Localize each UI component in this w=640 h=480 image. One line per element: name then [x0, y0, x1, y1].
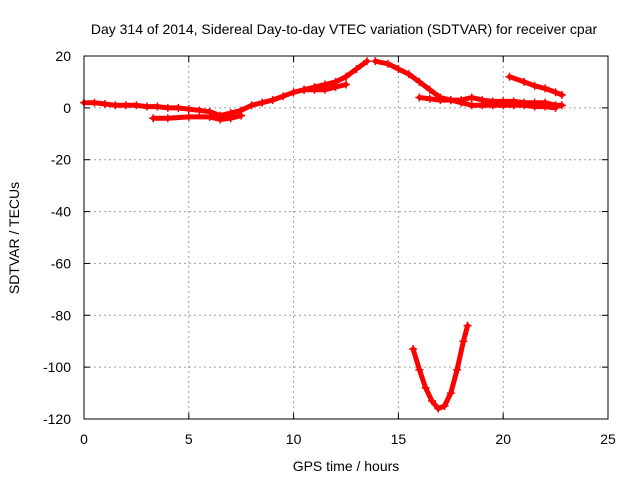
data-point [195, 106, 204, 115]
x-tick-label: 10 [286, 431, 302, 447]
data-point [100, 99, 109, 108]
data-point [488, 101, 497, 110]
data-point [153, 102, 162, 111]
data-point [371, 57, 380, 66]
data-point [551, 88, 560, 97]
data-point [499, 101, 508, 110]
data-point [530, 81, 539, 90]
data-point [446, 389, 455, 398]
y-tick-label: -80 [51, 307, 71, 323]
data-point [421, 383, 430, 392]
data-point [205, 112, 214, 121]
data-point [149, 114, 158, 123]
data-point [446, 96, 455, 105]
x-tick-label: 25 [600, 431, 616, 447]
y-tick-label: -100 [43, 359, 71, 375]
data-point [551, 103, 560, 112]
y-tick-label: -40 [51, 204, 71, 220]
data-point [184, 105, 193, 114]
data-point [342, 72, 350, 81]
data-point [174, 103, 183, 112]
data-point [427, 396, 436, 405]
data-point [425, 94, 434, 103]
data-point [436, 96, 445, 105]
data-point [237, 111, 246, 120]
data-point [163, 103, 172, 112]
data-point [300, 85, 309, 94]
data-point [111, 101, 120, 110]
y-tick-label: -20 [51, 152, 71, 168]
data-point [247, 101, 256, 110]
data-point [453, 365, 462, 374]
data-point [467, 93, 476, 102]
x-tick-label: 20 [495, 431, 511, 447]
data-point [557, 90, 566, 99]
plot-frame [83, 55, 609, 420]
y-tick-label: -60 [51, 255, 71, 271]
data-point [463, 321, 472, 330]
data-point [409, 344, 418, 353]
y-axis-label: SDTVAR / TECUs [6, 182, 22, 294]
data-point [352, 64, 361, 73]
data-point [163, 114, 172, 123]
data-point [121, 101, 130, 110]
chart-title: Day 314 of 2014, Sidereal Day-to-day VTE… [91, 21, 598, 37]
data-point [362, 57, 371, 66]
data-point [90, 98, 99, 107]
data-point [425, 85, 434, 94]
data-point [541, 84, 550, 93]
data-point [415, 365, 424, 374]
data-point [331, 83, 340, 92]
data-point [530, 102, 539, 111]
x-tick-label: 5 [185, 431, 193, 447]
data-point [226, 114, 235, 123]
data-point [258, 98, 267, 107]
data-point [310, 85, 319, 94]
data-point [404, 70, 413, 79]
data-point [520, 101, 529, 110]
data-point [478, 101, 487, 110]
data-point [457, 98, 466, 107]
data-point [509, 101, 518, 110]
x-tick-label: 15 [391, 431, 407, 447]
data-point [541, 102, 550, 111]
data-point [342, 80, 350, 89]
data-point [394, 64, 403, 73]
data-point [289, 88, 298, 97]
data-point [415, 93, 424, 102]
y-tick-label: -120 [43, 411, 71, 427]
data-point [520, 77, 529, 86]
y-tick-label: 20 [55, 48, 71, 64]
y-tick-label: 0 [63, 100, 71, 116]
data-point [132, 101, 141, 110]
data-point [440, 402, 449, 411]
data-point [142, 102, 151, 111]
x-tick-label: 0 [80, 431, 88, 447]
x-axis-label: GPS time / hours [293, 458, 400, 474]
data-point [279, 92, 288, 101]
data-traces [80, 57, 566, 413]
data-point [467, 101, 476, 110]
data-point [434, 404, 443, 413]
data-point [557, 101, 566, 110]
data-point [216, 115, 225, 124]
sdtvar-trace [81, 58, 370, 119]
data-point [415, 77, 424, 86]
data-point [268, 96, 277, 105]
data-point [321, 85, 330, 94]
data-point [505, 72, 514, 81]
data-point [383, 59, 392, 68]
data-point [459, 337, 468, 346]
grid-lines [84, 56, 608, 419]
sdtvar-trace [410, 323, 471, 412]
data-point [184, 112, 193, 121]
